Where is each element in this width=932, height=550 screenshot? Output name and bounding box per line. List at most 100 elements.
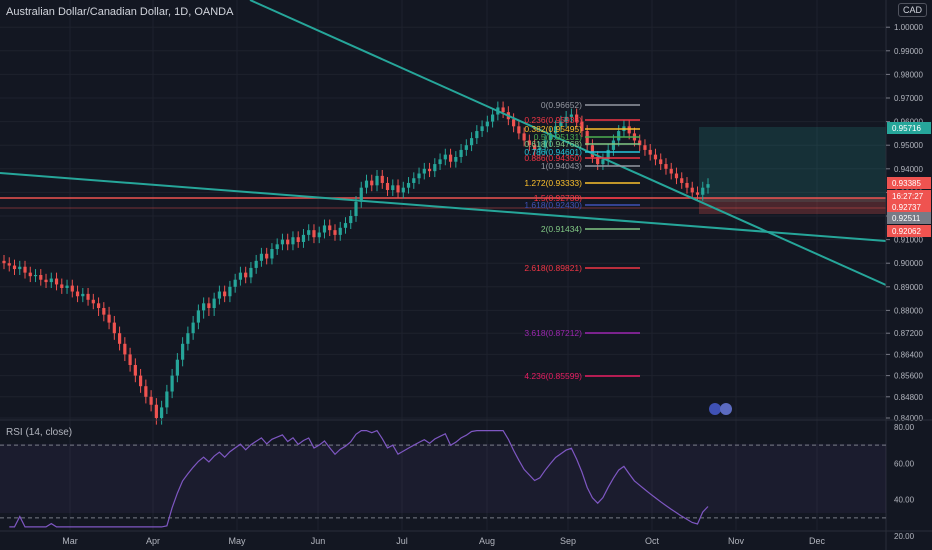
- price-tick-label: 0.89000: [894, 283, 923, 292]
- candle-body: [475, 131, 479, 139]
- candle-body: [433, 164, 437, 172]
- candle-body: [669, 168, 673, 174]
- price-tag: [887, 201, 931, 213]
- price-tag-label: 0.92062: [892, 227, 921, 236]
- candle-body: [270, 249, 274, 259]
- price-axis-background: [886, 0, 932, 550]
- fib-level-label: 1.272(0.93333): [524, 178, 582, 188]
- candle-body: [401, 187, 405, 193]
- candle-body: [527, 140, 531, 146]
- candle-body: [617, 131, 621, 141]
- candle-body: [417, 173, 421, 179]
- candle-body: [512, 119, 516, 127]
- candle-body: [123, 343, 127, 355]
- candle-body: [349, 216, 353, 224]
- candle-body: [91, 299, 95, 304]
- candle-body: [375, 175, 379, 186]
- candle-body: [485, 121, 489, 127]
- event-icon-2[interactable]: [720, 403, 732, 415]
- candle-body: [328, 225, 332, 231]
- price-tag: [887, 190, 931, 202]
- trend-line-2[interactable]: [0, 172, 887, 242]
- price-tag: [887, 225, 931, 237]
- price-tag-label: 0.95716: [892, 124, 921, 133]
- price-tick-label: 0.86400: [894, 350, 923, 359]
- price-tick-label: 0.88000: [894, 306, 923, 315]
- candle-body: [102, 308, 106, 315]
- candle-body: [674, 173, 679, 179]
- candle-body: [412, 178, 416, 183]
- candle-body: [701, 187, 705, 195]
- candle-body: [611, 140, 616, 150]
- rsi-line: [9, 429, 709, 528]
- candle-body: [427, 168, 432, 172]
- candle-body: [96, 303, 101, 309]
- price-tick-label: 0.98000: [894, 70, 923, 79]
- candle-body: [638, 140, 642, 146]
- fib-level-label: 3.618(0.87212): [524, 328, 582, 338]
- candle-body: [107, 314, 111, 323]
- candle-body: [317, 232, 321, 238]
- candle-body: [259, 253, 264, 261]
- candle-body: [585, 131, 589, 146]
- candle-body: [517, 126, 521, 134]
- candle-body: [244, 272, 248, 278]
- price-tick-label: 0.85600: [894, 372, 923, 381]
- candle-body: [170, 375, 174, 392]
- candle-body: [191, 322, 195, 334]
- fib-level-label: 0.382(0.95495): [524, 124, 582, 134]
- time-axis-label: Sep: [560, 536, 576, 546]
- price-tick-label: 1.00000: [894, 23, 923, 32]
- price-tag: [887, 177, 931, 189]
- candle-body: [54, 278, 59, 285]
- candle-body: [12, 265, 17, 270]
- fib-level-label: 2(0.91434): [541, 224, 582, 234]
- candle-body: [249, 267, 253, 278]
- candle-body: [338, 227, 342, 235]
- fib-level-label: 0.886(0.94350): [524, 153, 582, 163]
- candle-body: [60, 284, 64, 288]
- candle-body: [533, 145, 537, 150]
- candle-body: [538, 147, 542, 150]
- candle-body: [438, 159, 442, 165]
- rsi-band: [0, 444, 886, 513]
- candle-body: [291, 237, 295, 245]
- price-tick-label: 0.99000: [894, 47, 923, 56]
- candle-body: [601, 159, 605, 165]
- candle-body: [391, 185, 395, 191]
- candle-body: [469, 138, 474, 146]
- candle-body: [265, 253, 269, 259]
- candle-body: [2, 260, 6, 264]
- candle-body: [296, 237, 300, 242]
- event-icon[interactable]: [709, 403, 721, 415]
- stop-zone: [699, 198, 886, 214]
- candle-body: [443, 154, 447, 160]
- fib-level-label: 2.618(0.89821): [524, 263, 582, 273]
- time-axis-label: Dec: [809, 536, 826, 546]
- price-tag-label: 16:27:27: [892, 192, 924, 201]
- candle-body: [706, 184, 710, 188]
- fib-level-label: 4.236(0.85599): [524, 371, 582, 381]
- time-axis-label: Aug: [479, 536, 495, 546]
- price-tag-label: 0.92737: [892, 203, 921, 212]
- candle-body: [154, 404, 158, 418]
- candle-body: [75, 291, 80, 297]
- candle-body: [385, 182, 390, 191]
- candle-body: [333, 230, 337, 235]
- candle-body: [280, 239, 285, 245]
- downtrend-line[interactable]: [249, 0, 887, 286]
- fib-level-label: 0.786(0.94601): [524, 147, 582, 157]
- price-tick-label: 0.97000: [894, 94, 923, 103]
- candle-body: [501, 107, 505, 113]
- candle-body: [490, 114, 495, 122]
- candle-body: [81, 293, 85, 297]
- candle-body: [364, 180, 369, 188]
- candle-body: [217, 291, 222, 299]
- candle-body: [690, 187, 694, 193]
- currency-button[interactable]: CAD: [898, 3, 928, 17]
- price-tick-label: 0.84000: [894, 414, 923, 423]
- candle-body: [223, 291, 227, 297]
- candle-body: [575, 114, 579, 122]
